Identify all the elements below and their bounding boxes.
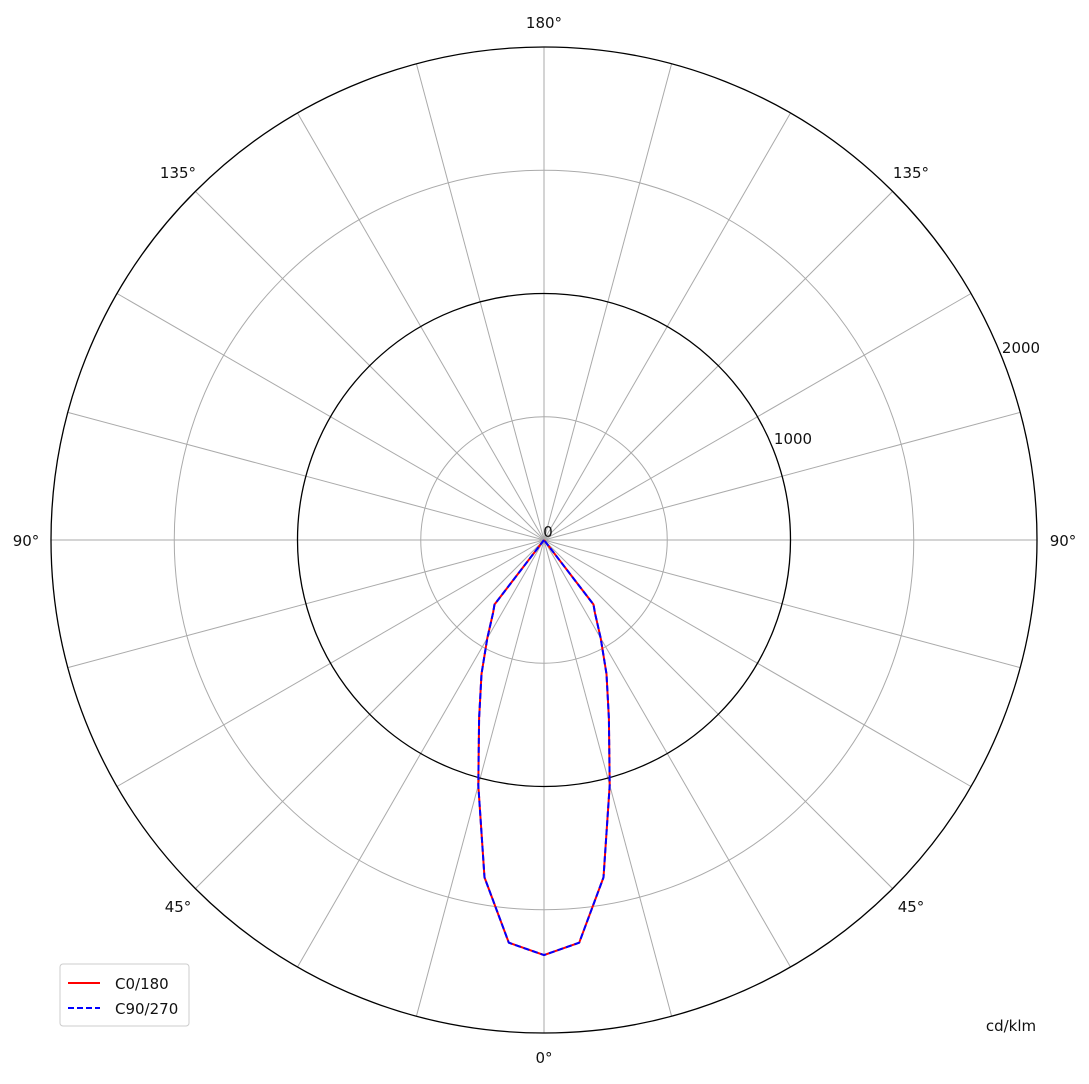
ring-1500	[173, 169, 915, 911]
radial-tick-1000: 1000	[774, 430, 812, 448]
series-C90-270	[477, 539, 611, 957]
angle-label-top: 180°	[526, 14, 562, 32]
legend: C0/180 C90/270	[59, 963, 190, 1027]
angle-label-bottom: 0°	[535, 1049, 552, 1067]
ring-1000	[296, 292, 792, 788]
angle-label-lower-left: 45°	[165, 898, 192, 916]
angle-label-upper-right: 135°	[893, 164, 929, 182]
legend-label-c90: C90/270	[115, 1000, 178, 1018]
grid	[50, 46, 1038, 1034]
legend-label-c0: C0/180	[115, 975, 169, 993]
angle-label-upper-left: 135°	[160, 164, 196, 182]
radial-tick-2000: 2000	[1002, 339, 1040, 357]
angle-label-right: 90°	[1050, 532, 1077, 550]
radial-tick-0: 0	[543, 523, 553, 541]
curves	[477, 539, 611, 957]
ring-500	[420, 416, 668, 664]
ring-2000	[50, 46, 1038, 1034]
angle-label-lower-right: 45°	[898, 898, 925, 916]
unit-label: cd/klm	[986, 1017, 1036, 1035]
angle-label-left: 90°	[13, 532, 40, 550]
legend-box	[59, 963, 190, 1027]
